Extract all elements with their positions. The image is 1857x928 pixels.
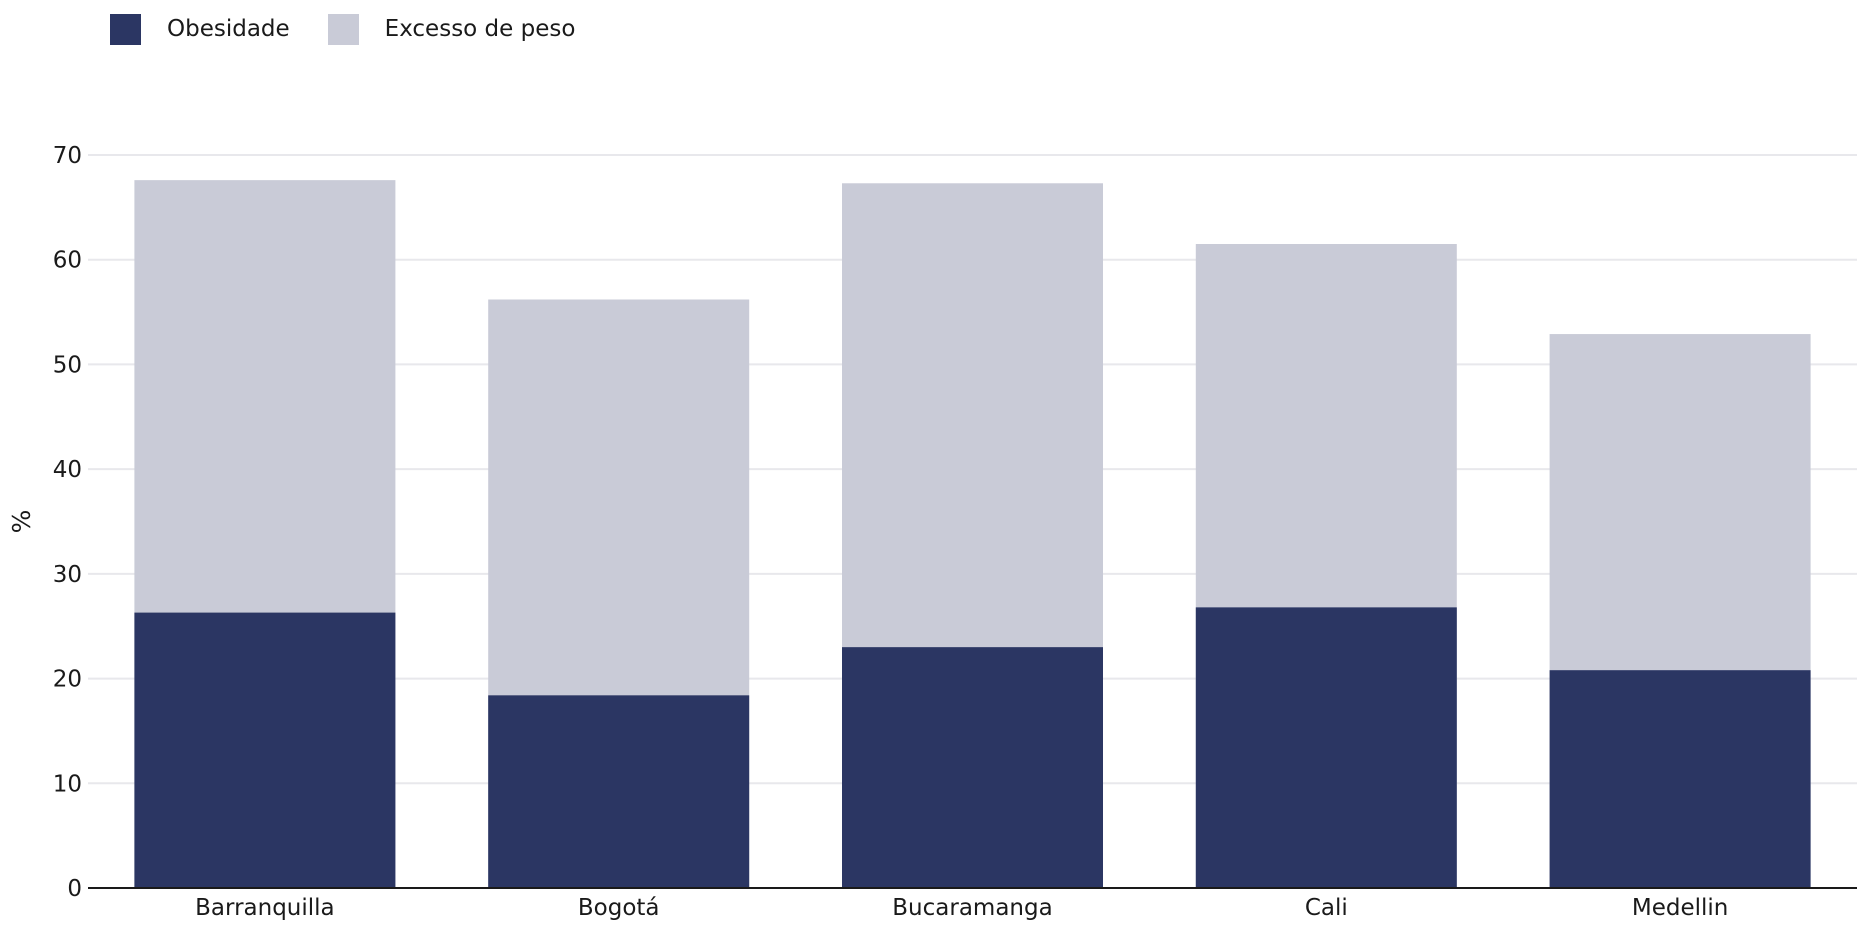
bar-obesidade-medellin[interactable]: [1549, 670, 1811, 888]
legend-item-excesso-de-peso[interactable]: Excesso de peso: [327, 13, 576, 45]
bar-obesidade-bogotá[interactable]: [488, 695, 750, 888]
y-tick-label-60: 60: [53, 248, 82, 274]
legend-label-excesso-de-peso: Excesso de peso: [384, 16, 576, 42]
x-tick-label-cali: Cali: [1305, 895, 1348, 921]
bar-obesidade-cali[interactable]: [1195, 607, 1457, 888]
legend-swatch-obesidade: [110, 13, 141, 45]
y-tick-label-0: 0: [67, 876, 82, 902]
x-tick-label-medellin: Medellin: [1632, 895, 1729, 921]
y-tick-label-20: 20: [53, 667, 82, 693]
y-tick-label-70: 70: [53, 143, 82, 169]
x-tick-label-bogotá: Bogotá: [578, 895, 660, 921]
y-tick-label-40: 40: [53, 457, 82, 483]
legend: Obesidade Excesso de peso: [110, 12, 613, 46]
y-tick-label-10: 10: [53, 771, 82, 797]
x-tick-label-barranquilla: Barranquilla: [195, 895, 335, 921]
y-tick-label-50: 50: [53, 352, 82, 378]
legend-item-obesidade[interactable]: Obesidade: [110, 13, 290, 45]
y-tick-label-30: 30: [53, 562, 82, 588]
bar-obesidade-barranquilla[interactable]: [134, 612, 396, 888]
legend-swatch-excesso-de-peso: [327, 13, 359, 45]
y-axis-title: %: [7, 510, 36, 534]
legend-label-obesidade: Obesidade: [167, 16, 290, 42]
bar-obesidade-bucaramanga[interactable]: [842, 647, 1103, 888]
x-tick-label-bucaramanga: Bucaramanga: [892, 895, 1052, 921]
